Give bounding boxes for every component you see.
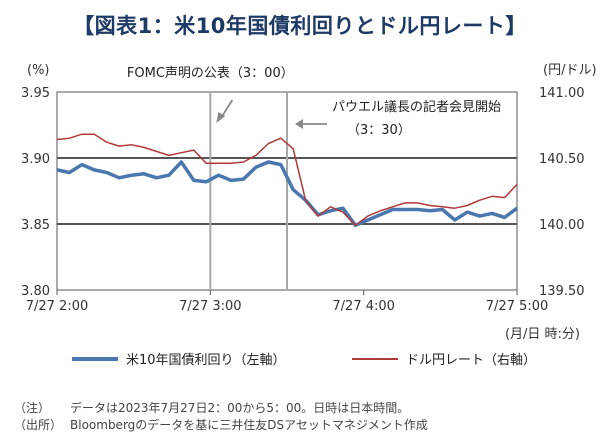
y-left-tick-label: 3.90: [21, 152, 50, 167]
annotation-fomc: FOMC声明の公表（3：00）: [127, 66, 294, 81]
x-axis-label: (月/日 時:分): [505, 327, 580, 342]
series-line-yield: [56, 160, 519, 228]
y-left-unit: (%): [27, 63, 50, 78]
x-tick-label: 7/27 4:00: [332, 299, 395, 314]
annotation-powell-title: パウエル議長の記者会見開始: [332, 99, 501, 115]
arrow-powell-head: [295, 119, 303, 129]
series-line-fx: [56, 133, 518, 227]
source-text: Bloombergのデータを基に三井住友DSアセットマネジメント作成: [70, 418, 428, 432]
y-left-tick-label: 3.95: [21, 86, 50, 101]
legend-item-yield: 米10年国債利回り（左軸）: [72, 349, 286, 368]
chart-title: 【図表1：米10年国債利回りとドル円レート】: [73, 14, 527, 38]
annotation-powell-time: （3：30）: [347, 123, 411, 138]
y-right-tick-label: 140.50: [539, 152, 585, 167]
x-tick-label: 7/27 5:00: [486, 299, 549, 314]
y-right-tick-label: 141.00: [539, 86, 585, 101]
chart-marks: [56, 99, 519, 228]
y-left-tick-label: 3.80: [21, 284, 50, 299]
x-tick-label: 7/27 2:00: [26, 299, 89, 314]
legend-label-yield: 米10年国債利回り（左軸）: [126, 353, 286, 368]
legend-label-fx: ドル円レート（右軸）: [406, 353, 537, 368]
legend-swatch-fx: [352, 357, 398, 360]
y-right-tick-label: 140.00: [539, 218, 585, 233]
x-tick-label: 7/27 3:00: [179, 299, 242, 314]
chart-labels: 3.95 3.90 3.85 3.80 141.00 140.50 140.00 139.50…: [21, 63, 596, 342]
chart-axes: [56, 91, 518, 295]
footnote-row: （注） データは2023年7月27日2：00から5：00。日時は日本時間。: [14, 400, 428, 417]
arrow-powell: [295, 119, 327, 129]
y-right-unit: (円/ドル): [543, 63, 597, 78]
source-row: （出所） Bloombergのデータを基に三井住友DSアセットマネジメント作成: [14, 417, 428, 434]
arrow-fomc-head: [216, 112, 226, 123]
legend-item-fx: ドル円レート（右軸）: [352, 349, 536, 368]
footnotes: （注） データは2023年7月27日2：00から5：00。日時は日本時間。 （出所…: [14, 400, 428, 434]
legend-swatch-yield: [72, 356, 118, 361]
y-right-tick-label: 139.50: [539, 284, 585, 299]
footnote-text: データは2023年7月27日2：00から5：00。日時は日本時間。: [70, 401, 410, 415]
source-label: （出所）: [14, 418, 63, 432]
footnote-label: （注）: [14, 401, 51, 415]
arrow-fomc: [216, 99, 234, 123]
y-left-tick-label: 3.85: [21, 218, 50, 233]
